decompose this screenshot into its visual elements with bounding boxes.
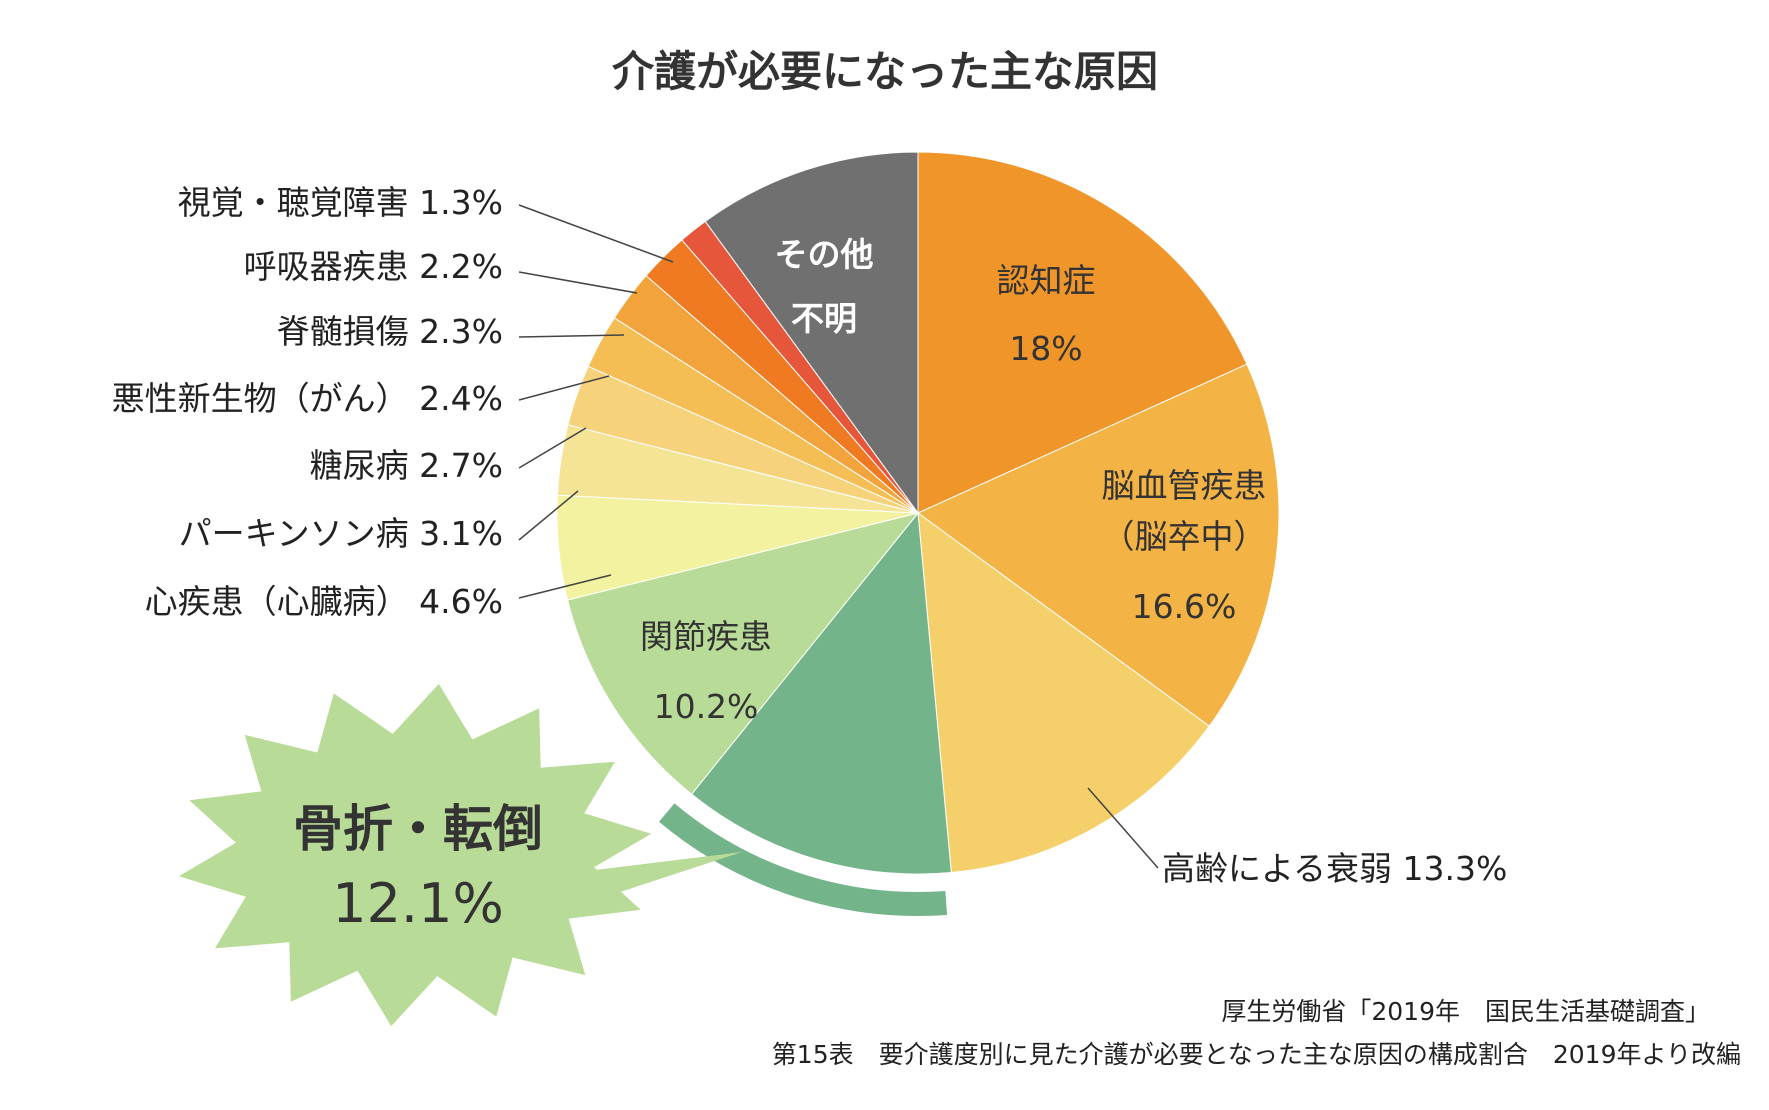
slice-label: 視覚・聴覚障害 1.3% bbox=[178, 183, 503, 222]
slice-value: 10.2% bbox=[654, 687, 759, 726]
source-line-2: 第15表 要介護度別に見た介護が必要となった主な原因の構成割合 2019年より改… bbox=[772, 1040, 1741, 1069]
pie-slices bbox=[556, 151, 1280, 875]
slice-label: 脳血管疾患 bbox=[1102, 466, 1267, 505]
chart-title: 介護が必要になった主な原因 bbox=[612, 47, 1158, 96]
slice-labels: 認知症 18% 脳血管疾患 （脳卒中） 16.6% 高齢による衰弱 13.3% 関節疾患 10… bbox=[112, 183, 1508, 888]
leader-line bbox=[518, 427, 587, 469]
pie-slice bbox=[917, 511, 1210, 874]
leader-line bbox=[518, 574, 612, 599]
slice-label: 悪性新生物（がん） 2.4% bbox=[112, 379, 503, 418]
starburst-shape bbox=[178, 683, 652, 1027]
slice-label: （脳卒中） bbox=[1102, 517, 1267, 556]
slice-label: 認知症 bbox=[997, 261, 1096, 300]
source-line-1: 厚生労働省「2019年 国民生活基礎調査」 bbox=[1221, 997, 1710, 1026]
slice-label: パーキンソン病 3.1% bbox=[179, 514, 503, 553]
slice-label: 糖尿病 2.7% bbox=[310, 446, 503, 485]
callout-pointer bbox=[595, 852, 742, 900]
slice-label: 関節疾患 bbox=[640, 617, 772, 656]
slice-label: 高齢による衰弱 13.3% bbox=[1162, 849, 1507, 888]
pie-slice bbox=[917, 151, 1248, 514]
pie-slice bbox=[690, 511, 952, 875]
leader-line bbox=[1087, 787, 1159, 869]
leader-line bbox=[518, 490, 579, 541]
pie-slice bbox=[566, 512, 920, 795]
leader-line bbox=[518, 271, 638, 294]
slice-label: 心疾患（心臓病） 4.6% bbox=[145, 582, 503, 621]
pie-slice bbox=[917, 363, 1280, 727]
leader-line bbox=[518, 375, 610, 401]
leader-lines bbox=[518, 204, 1159, 869]
highlight-callout: 骨折・転倒 12.1% bbox=[178, 683, 742, 1027]
slice-label: 不明 bbox=[791, 299, 857, 338]
slice-label: その他 bbox=[775, 235, 874, 274]
slice-label: 呼吸器疾患 2.2% bbox=[244, 247, 503, 286]
callout-label: 骨折・転倒 bbox=[293, 800, 543, 858]
callout-value: 12.1% bbox=[332, 872, 504, 935]
highlight-arc bbox=[658, 803, 948, 917]
pie-slice bbox=[704, 151, 919, 515]
leader-line bbox=[518, 204, 674, 263]
slice-value: 18% bbox=[1009, 329, 1082, 368]
leader-line bbox=[518, 334, 625, 338]
slice-label: 脊髄損傷 2.3% bbox=[277, 312, 503, 351]
slice-value: 16.6% bbox=[1132, 587, 1237, 626]
